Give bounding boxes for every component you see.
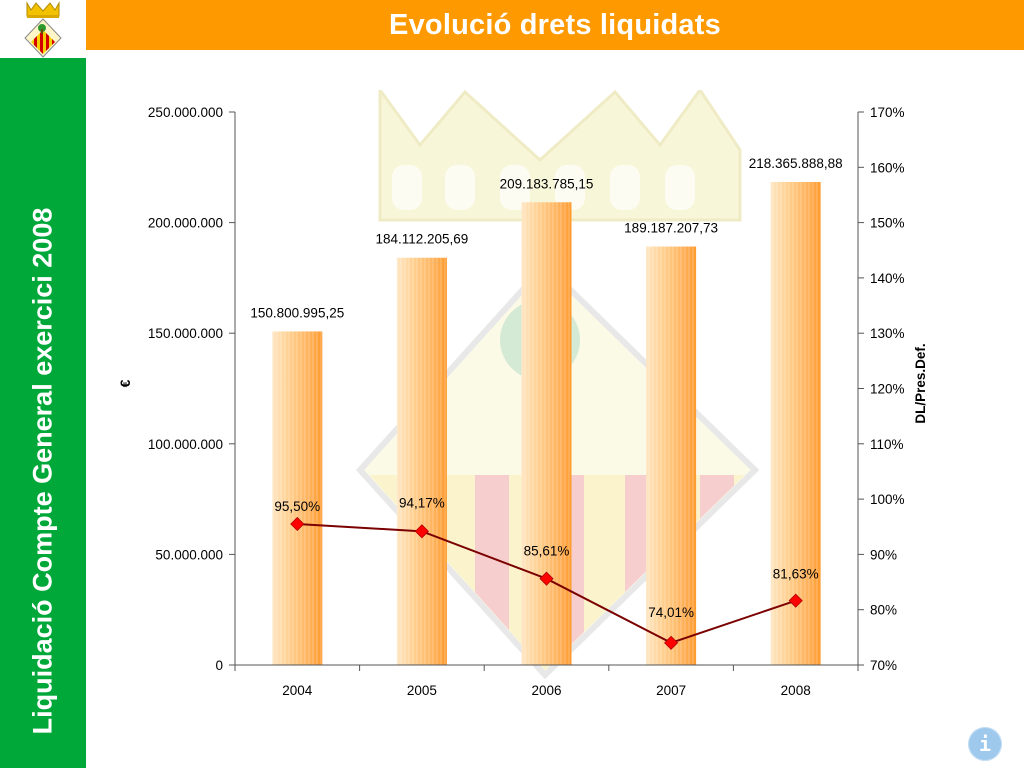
y-right-tick-label: 120% (870, 382, 905, 397)
y-right-axis-label: DL/Pres.Def. (913, 343, 928, 423)
logo-box (0, 0, 86, 58)
y-right-tick-label: 90% (870, 547, 897, 562)
sidebar: Liquidació Compte General exercici 2008 (0, 58, 86, 768)
bar-texture (646, 246, 697, 666)
sidebar-title: Liquidació Compte General exercici 2008 (27, 207, 58, 735)
coat-of-arms-icon (24, 1, 62, 58)
line-layer (290, 516, 803, 650)
page-title: Evolució drets liquidats (389, 8, 721, 41)
y-left-tick-label: 200.000.000 (148, 216, 223, 231)
bar-value-label: 189.187.207,73 (624, 221, 718, 236)
x-tick-label: 2007 (656, 683, 686, 698)
y-left-tick-label: 150.000.000 (148, 326, 223, 341)
y-right-tick-label: 130% (870, 326, 905, 341)
x-tick-label: 2008 (781, 683, 811, 698)
ratio-marker (414, 524, 429, 539)
info-button[interactable]: i (968, 727, 1002, 761)
y-left-tick-label: 50.000.000 (155, 547, 223, 562)
ratio-value-label: 74,01% (648, 605, 694, 620)
ratio-value-label: 85,61% (524, 544, 570, 559)
ratio-marker (539, 571, 554, 586)
bar-texture (272, 331, 323, 665)
labels-layer: 150.800.995,25 184.112.205,69 209.183.785,… (250, 156, 842, 620)
y-right-tick-label: 100% (870, 492, 905, 507)
header-bar: Evolució drets liquidats (86, 0, 1024, 50)
y-right-tick-label: 80% (870, 603, 897, 618)
y-left-tick-label: 0 (215, 658, 223, 673)
x-tick-label: 2006 (531, 683, 561, 698)
bar-value-label: 150.800.995,25 (250, 305, 344, 320)
info-icon: i (978, 732, 992, 756)
bar-value-label: 218.365.888,88 (749, 156, 843, 171)
y-left-axis-label: € (117, 379, 133, 387)
ratio-marker (290, 516, 305, 532)
y-right-tick-label: 140% (870, 271, 905, 286)
y-right-tick-label: 160% (870, 160, 905, 175)
y-left-tick-label: 250.000.000 (148, 105, 223, 120)
y-right-tick-label: 170% (870, 105, 905, 120)
ratio-marker (788, 593, 803, 608)
y-right-tick-label: 70% (870, 658, 897, 673)
x-tick-label: 2004 (282, 683, 313, 698)
bar-texture (396, 257, 447, 665)
bars-layer (272, 181, 821, 666)
bar-value-label: 209.183.785,15 (500, 176, 594, 191)
bar-texture (521, 202, 572, 665)
ratio-value-label: 94,17% (399, 495, 445, 510)
y-left-tick-label: 100.000.000 (148, 437, 223, 452)
x-tick-label: 2005 (407, 683, 437, 698)
y-right-tick-label: 110% (870, 437, 904, 452)
ratio-value-label: 81,63% (773, 567, 819, 582)
ratio-marker (664, 635, 679, 650)
ratio-value-label: 95,50% (274, 499, 320, 514)
y-right-tick-label: 150% (870, 216, 905, 231)
bar-texture (770, 181, 821, 665)
bar-value-label: 184.112.205,69 (375, 232, 468, 247)
chart: 0 50.000.000 100.000.000 150.000.000 200.000… (117, 90, 928, 698)
axes-layer: 0 50.000.000 100.000.000 150.000.000 200.000… (117, 105, 928, 698)
